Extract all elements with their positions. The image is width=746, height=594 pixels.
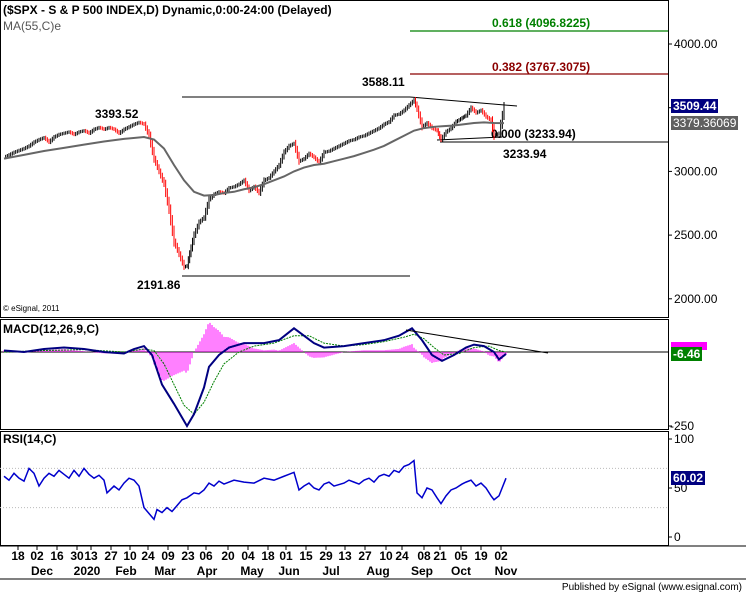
day-tick-label: 02 [30,549,44,563]
candles-group [5,97,505,270]
day-tick-label: 30 [70,549,84,563]
last-price-badge: 3509.44 [671,99,719,114]
month-label: Feb [115,564,136,578]
annotation-3393: 3393.52 [95,107,139,121]
macd-signal-line [3,333,507,415]
price-tick-label: 2000.00 [674,292,718,306]
price-tick-label: 2500.00 [674,228,718,242]
day-tick-label: 02 [494,549,508,563]
triangle-lower-line [436,136,503,141]
footer-published: Published by eSignal (www.esignal.com) [561,582,742,593]
day-tick-label: 18 [261,549,275,563]
annotation-3233: 3233.94 [503,147,547,161]
day-tick-label: 10 [379,549,393,563]
day-tick-label: 24 [141,549,155,563]
month-label: Jul [322,564,339,578]
day-tick-label: 27 [358,549,372,563]
last-ma-badge: 3379.36069 [671,116,739,131]
price-tick-label: 4000.00 [674,37,718,51]
last-macd-badge: -6.46 [671,347,703,361]
day-tick-label: 13 [338,549,352,563]
month-label: 2020 [74,564,101,578]
day-tick-label: 23 [181,549,195,563]
rsi-tick-label: 100 [674,432,694,446]
day-tick-label: 15 [299,549,313,563]
macd-legend: MACD(12,26,9,C) [3,322,100,336]
month-label: Nov [495,564,518,578]
day-tick-label: 13 [84,549,98,563]
month-label: Apr [197,564,218,578]
day-tick-label: 24 [395,549,409,563]
day-tick-label: 27 [104,549,118,563]
rsi-panel-frame [0,431,669,546]
fib-382-label: 0.382 (3767.3075) [492,60,590,74]
macd-panel-frame [0,319,669,430]
copyright-label: © eSignal, 2011 [3,304,60,313]
day-tick-label: 06 [199,549,213,563]
chart-title: ($SPX - S & P 500 INDEX,D) Dynamic,0:00-… [3,3,332,17]
day-tick-label: 01 [279,549,293,563]
macd-hist-badge [671,342,707,350]
day-tick-label: 16 [50,549,64,563]
day-tick-label: 04 [241,549,255,563]
fib-618-label: 0.618 (4096.8225) [492,16,590,30]
price-panel-frame [0,0,669,318]
month-label: Oct [451,564,471,578]
triangle-upper-line [409,96,518,107]
macd-trend-line [405,329,549,354]
month-label: Jun [278,564,299,578]
annotation-2191: 2191.86 [137,278,181,292]
month-label: Mar [154,564,176,578]
day-tick-label: 05 [454,549,468,563]
rsi-line [3,459,507,521]
month-label: Sep [411,564,433,578]
macd-tick-label: -250 [670,419,694,433]
rsi-tick-label: 0 [674,530,681,544]
day-tick-label: 21 [433,549,447,563]
day-tick-label: 29 [319,549,333,563]
day-tick-label: 19 [474,549,488,563]
macd-line [3,327,507,428]
ma55-line [3,121,505,197]
month-label: May [240,564,264,578]
fib-0-label: 0.000 (3233.94) [491,127,576,141]
day-tick-label: 09 [161,549,175,563]
price-tick-label: 3000.00 [674,164,718,178]
day-tick-label: 20 [221,549,235,563]
annotation-3588: 3588.11 [362,75,405,89]
day-tick-label: 08 [417,549,431,563]
last-rsi-badge: 60.02 [671,471,706,486]
day-tick-label: 18 [11,549,25,563]
month-label: Dec [31,564,53,578]
rsi-legend: RSI(14,C) [3,432,57,446]
day-tick-label: 10 [123,549,137,563]
ma-legend: MA(55,C)e [3,19,62,33]
month-label: Aug [366,564,389,578]
